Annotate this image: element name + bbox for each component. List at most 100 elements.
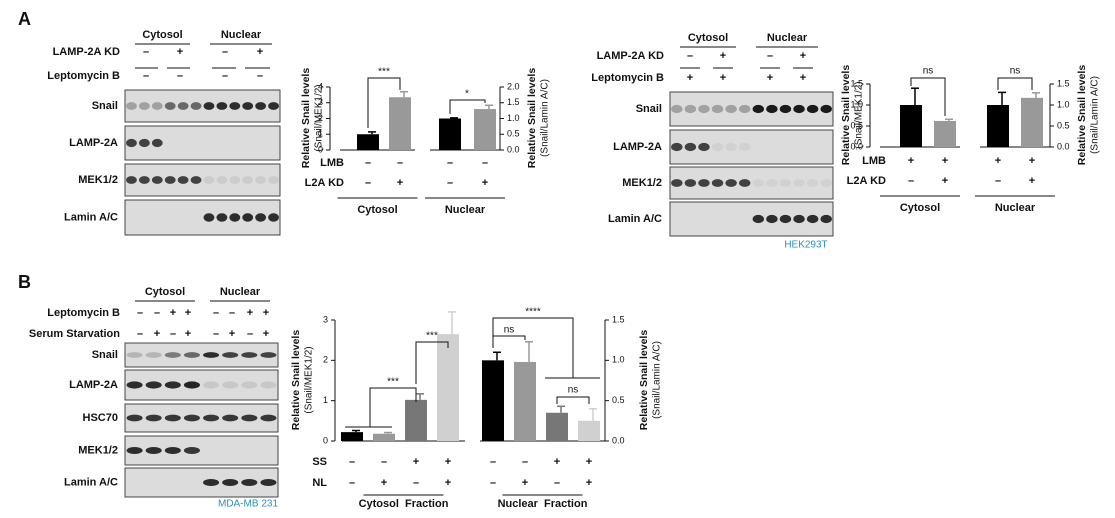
condition-mark: + [522,477,528,489]
condition-mark: + [687,72,693,84]
group-label: Nuclear Fraction [498,498,588,510]
condition-label: LMB [862,155,886,167]
group-label: Cytosol [357,204,397,216]
blot-band [216,213,228,222]
blot-band [229,213,241,222]
significance-label: * [465,89,469,100]
condition-mark: + [720,72,726,84]
tick-label: 1.5 [612,314,625,324]
axis-label: Relative Snail levels [300,68,312,169]
blot-row-label: Lamin A/C [64,211,118,223]
condition-mark: + [942,155,948,167]
blot-band [241,414,258,422]
blot-band [779,214,792,224]
condition-mark: – [213,328,219,340]
condition-mark: + [942,175,948,187]
blot-band [793,179,805,187]
blot-row-label: Snail [92,349,118,361]
axis-sublabel: (Snail/Lamin A/C) [1090,76,1101,154]
blot-band [793,104,805,114]
tick-label: 0.5 [1057,120,1070,130]
condition-mark: – [137,328,143,340]
condition-mark: + [554,456,560,468]
blot-band [242,102,254,110]
bar [474,109,496,150]
blot-strip [124,125,281,161]
condition-mark: – [222,70,228,82]
blot-band [145,381,162,389]
blot-band [242,213,254,222]
condition-label: L2A KD [847,175,886,187]
fraction-label: Cytosol [145,286,185,298]
condition-mark: + [413,456,419,468]
bar [357,134,379,150]
tick-label: 0 [318,144,323,154]
blot-strip [669,129,834,165]
blot-band [241,479,258,486]
tick-label: 0.5 [850,120,863,130]
blot-band [177,102,189,110]
condition-mark: + [170,307,176,319]
condition-label: SS [312,456,327,468]
bar [514,361,536,441]
blot-band [739,104,751,114]
blot-band [145,414,162,422]
axis-sublabel: (Snail/MEK1/2) [304,346,315,413]
significance-bracket [415,341,449,384]
condition-mark: – [154,307,160,319]
axis-sublabel: (Snail/MEK1/2) [314,84,325,151]
blot-band [151,102,163,110]
blot-row-label: LAMP-2A [69,137,118,149]
condition-label: Leptomycin B [47,70,120,82]
bar [482,360,504,441]
condition-mark: + [720,50,726,62]
condition-mark: – [490,456,496,468]
condition-mark: + [263,307,269,319]
significance-bracket [492,335,526,348]
blot-strip [669,166,834,200]
significance-bracket [556,396,590,404]
blot-band [203,381,220,389]
blot-strip [124,163,281,197]
cell-line-caption: HEK293T [784,240,827,251]
blot-band [126,381,143,389]
condition-mark: – [687,50,693,62]
significance-bracket [449,99,486,114]
blot-band [222,381,239,389]
blot-row-label: Snail [636,103,662,115]
group-label: Cytosol Fraction [359,498,449,510]
condition-mark: + [397,177,403,189]
condition-label: Leptomycin B [591,72,664,84]
blot-strip [124,89,281,123]
bar [900,105,922,147]
bar [987,105,1009,147]
condition-mark: – [365,157,371,169]
blot-band [183,447,200,454]
condition-mark: – [522,456,528,468]
panel-label: A [18,9,31,29]
bar [405,399,427,441]
axis-label: Relative Snail levels [290,330,302,431]
fraction-label: Cytosol [688,32,728,44]
tick-label: 2 [323,355,328,365]
condition-mark: – [397,157,403,169]
cell-line-caption: MDA-MB 231 [218,499,278,510]
blot-band [255,213,267,222]
blot-band [268,176,279,184]
blot-row-label: MEK1/2 [78,444,118,456]
blot-row-label: LAMP-2A [69,379,118,391]
condition-mark: – [554,477,560,489]
bar [439,118,461,150]
bar [934,120,956,147]
blot-band [126,102,137,110]
bar [373,433,395,441]
condition-mark: + [185,307,191,319]
bar [578,420,600,441]
condition-mark: + [586,456,592,468]
blot-band [684,104,697,114]
condition-mark: – [908,175,914,187]
condition-mark: – [447,157,453,169]
blot-band [260,479,277,486]
condition-mark: – [349,456,355,468]
